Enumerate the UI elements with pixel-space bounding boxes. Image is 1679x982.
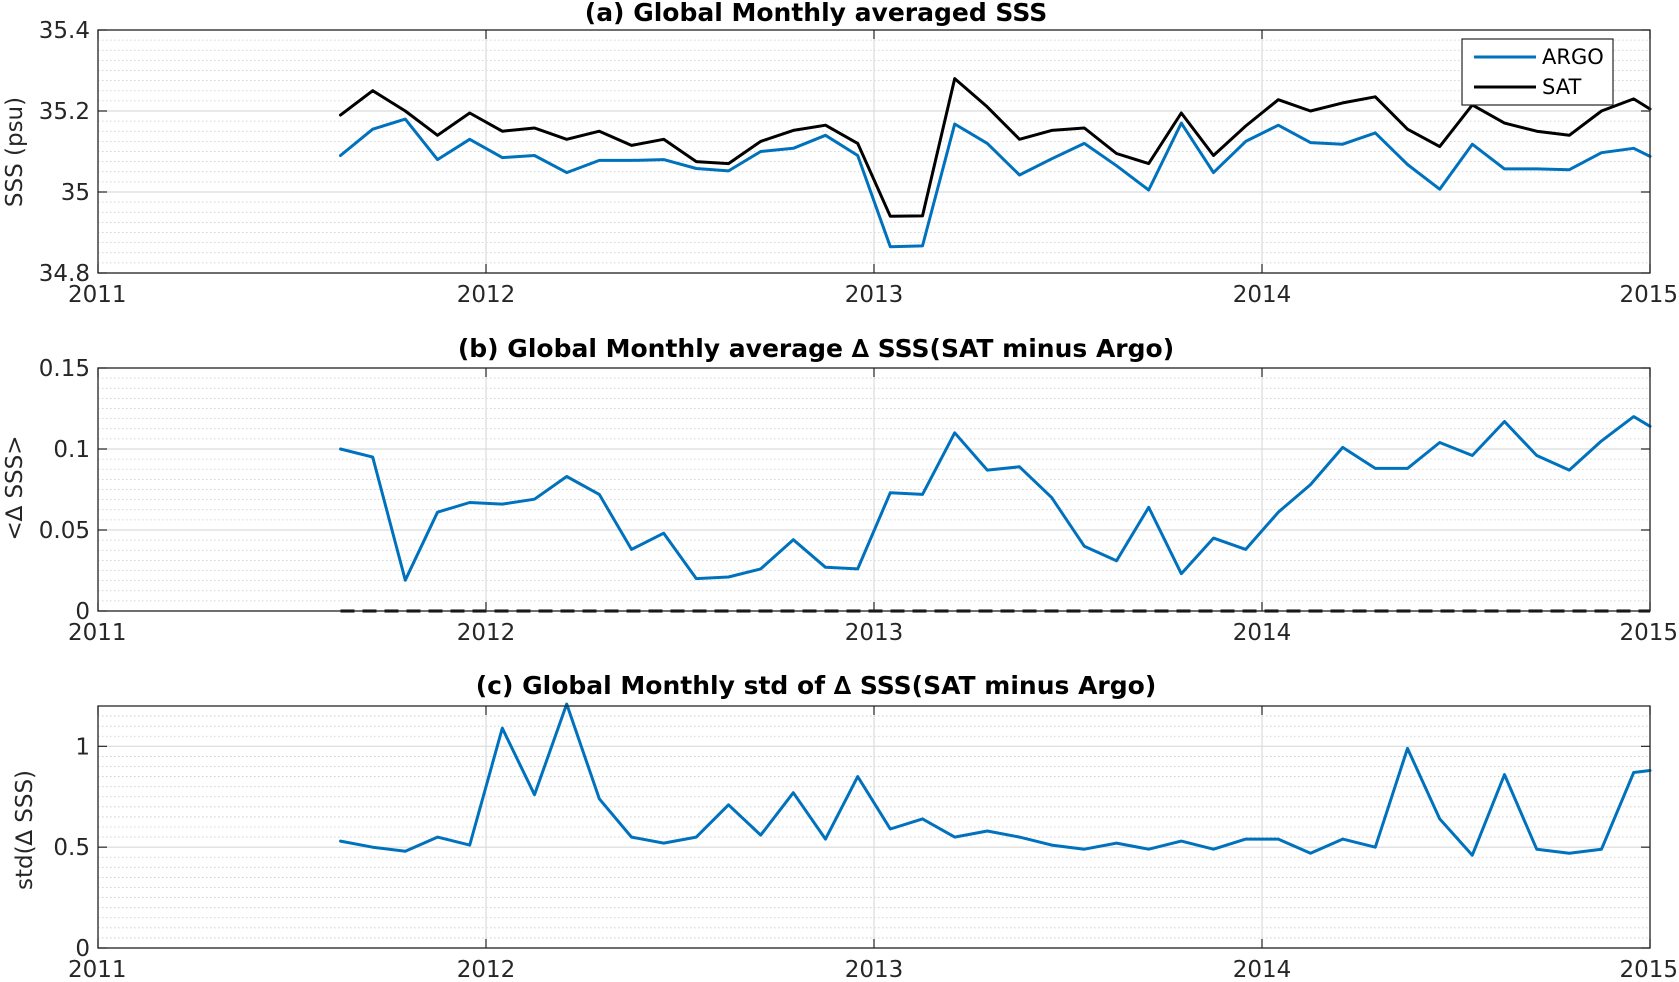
panel-b-y-tick-label: 0	[75, 599, 90, 625]
panel-a-argo-line	[339, 117, 1652, 249]
panel-a-ylabel: SSS (psu)	[2, 97, 28, 207]
panel-b-x-tick-label: 2015	[1619, 620, 1678, 646]
panel-b-x-tick-label: 2014	[1233, 620, 1292, 646]
panel-c-y-tick-label: 0.5	[53, 835, 90, 861]
panel-b-x-tick-label: 2011	[68, 620, 127, 646]
panel-c-grid	[97, 706, 1651, 949]
panel-b-y-tick-label: 0.1	[53, 437, 90, 463]
panel-c-axes: 2011 2012 2013 2014 2015 0 0.5 1	[53, 705, 1678, 982]
panel-c-series-1-line	[339, 702, 1652, 857]
panel-b-title: (b) Global Monthly average ∆ SSS(SAT min…	[458, 334, 1174, 363]
panel-c-y-tick-label: 1	[75, 734, 90, 760]
panel-a-sat-line	[339, 77, 1652, 218]
panel-b-y-tick-label: 0.15	[39, 356, 90, 382]
panel-a-axes: 2011 2012 2013 2014 2015 34.8 35 35.2 35.4	[39, 18, 1678, 308]
panel-b: (b) Global Monthly average ∆ SSS(SAT min…	[2, 334, 1678, 646]
legend-box	[1461, 38, 1614, 106]
panel-c-y-tick-label: 0	[75, 936, 90, 962]
panel-b-ylabel: <∆ SSS>	[2, 435, 28, 540]
panel-c-x-tick-label: 2013	[845, 957, 904, 982]
panel-a-grid	[97, 29, 1651, 274]
panel-c-ylabel: std(∆ SSS)	[12, 770, 38, 890]
panel-c-x-tick-label: 2014	[1233, 957, 1292, 982]
panel-c-x-tick-label: 2012	[457, 957, 516, 982]
panel-a-plot	[339, 77, 1652, 249]
panel-a-y-tick-label: 35.4	[39, 18, 90, 44]
panel-c-x-tick-label: 2015	[1619, 957, 1678, 982]
panel-a-y-tick-label: 35.2	[39, 99, 90, 125]
legend-sat-label: SAT	[1542, 75, 1581, 99]
panel-a-x-tick-label: 2013	[845, 282, 904, 308]
panel-b-axes: 2011 2012 2013 2014 2015 0 0.05 0.1 0.15	[39, 356, 1678, 646]
panel-a-x-tick-label: 2015	[1619, 282, 1678, 308]
legend-argo-label: ARGO	[1542, 45, 1604, 69]
panel-b-series-1-line	[339, 415, 1652, 582]
panel-c-x-tick-label: 2011	[68, 957, 127, 982]
panel-a-x-tick-label: 2014	[1233, 282, 1292, 308]
panel-c-plot	[339, 702, 1652, 857]
panel-b-x-tick-label: 2013	[845, 620, 904, 646]
panel-a-y-tick-label: 34.8	[39, 261, 90, 287]
panel-b-plot	[339, 415, 1652, 613]
panel-a-x-tick-label: 2011	[68, 282, 127, 308]
legend: ARGO SAT	[1461, 38, 1614, 106]
panel-a-y-tick-label: 35	[61, 180, 90, 206]
panel-b-x-tick-label: 2012	[457, 620, 516, 646]
panel-c: (c) Global Monthly std of ∆ SSS(SAT minu…	[12, 671, 1678, 982]
panel-c-title: (c) Global Monthly std of ∆ SSS(SAT minu…	[476, 671, 1157, 700]
panel-b-y-tick-label: 0.05	[39, 518, 90, 544]
panel-a: (a) Global Monthly averaged SSS SSS (psu…	[2, 0, 1678, 308]
panel-a-title: (a) Global Monthly averaged SSS	[585, 0, 1047, 27]
panel-b-grid	[97, 367, 1651, 612]
panel-a-x-tick-label: 2012	[457, 282, 516, 308]
